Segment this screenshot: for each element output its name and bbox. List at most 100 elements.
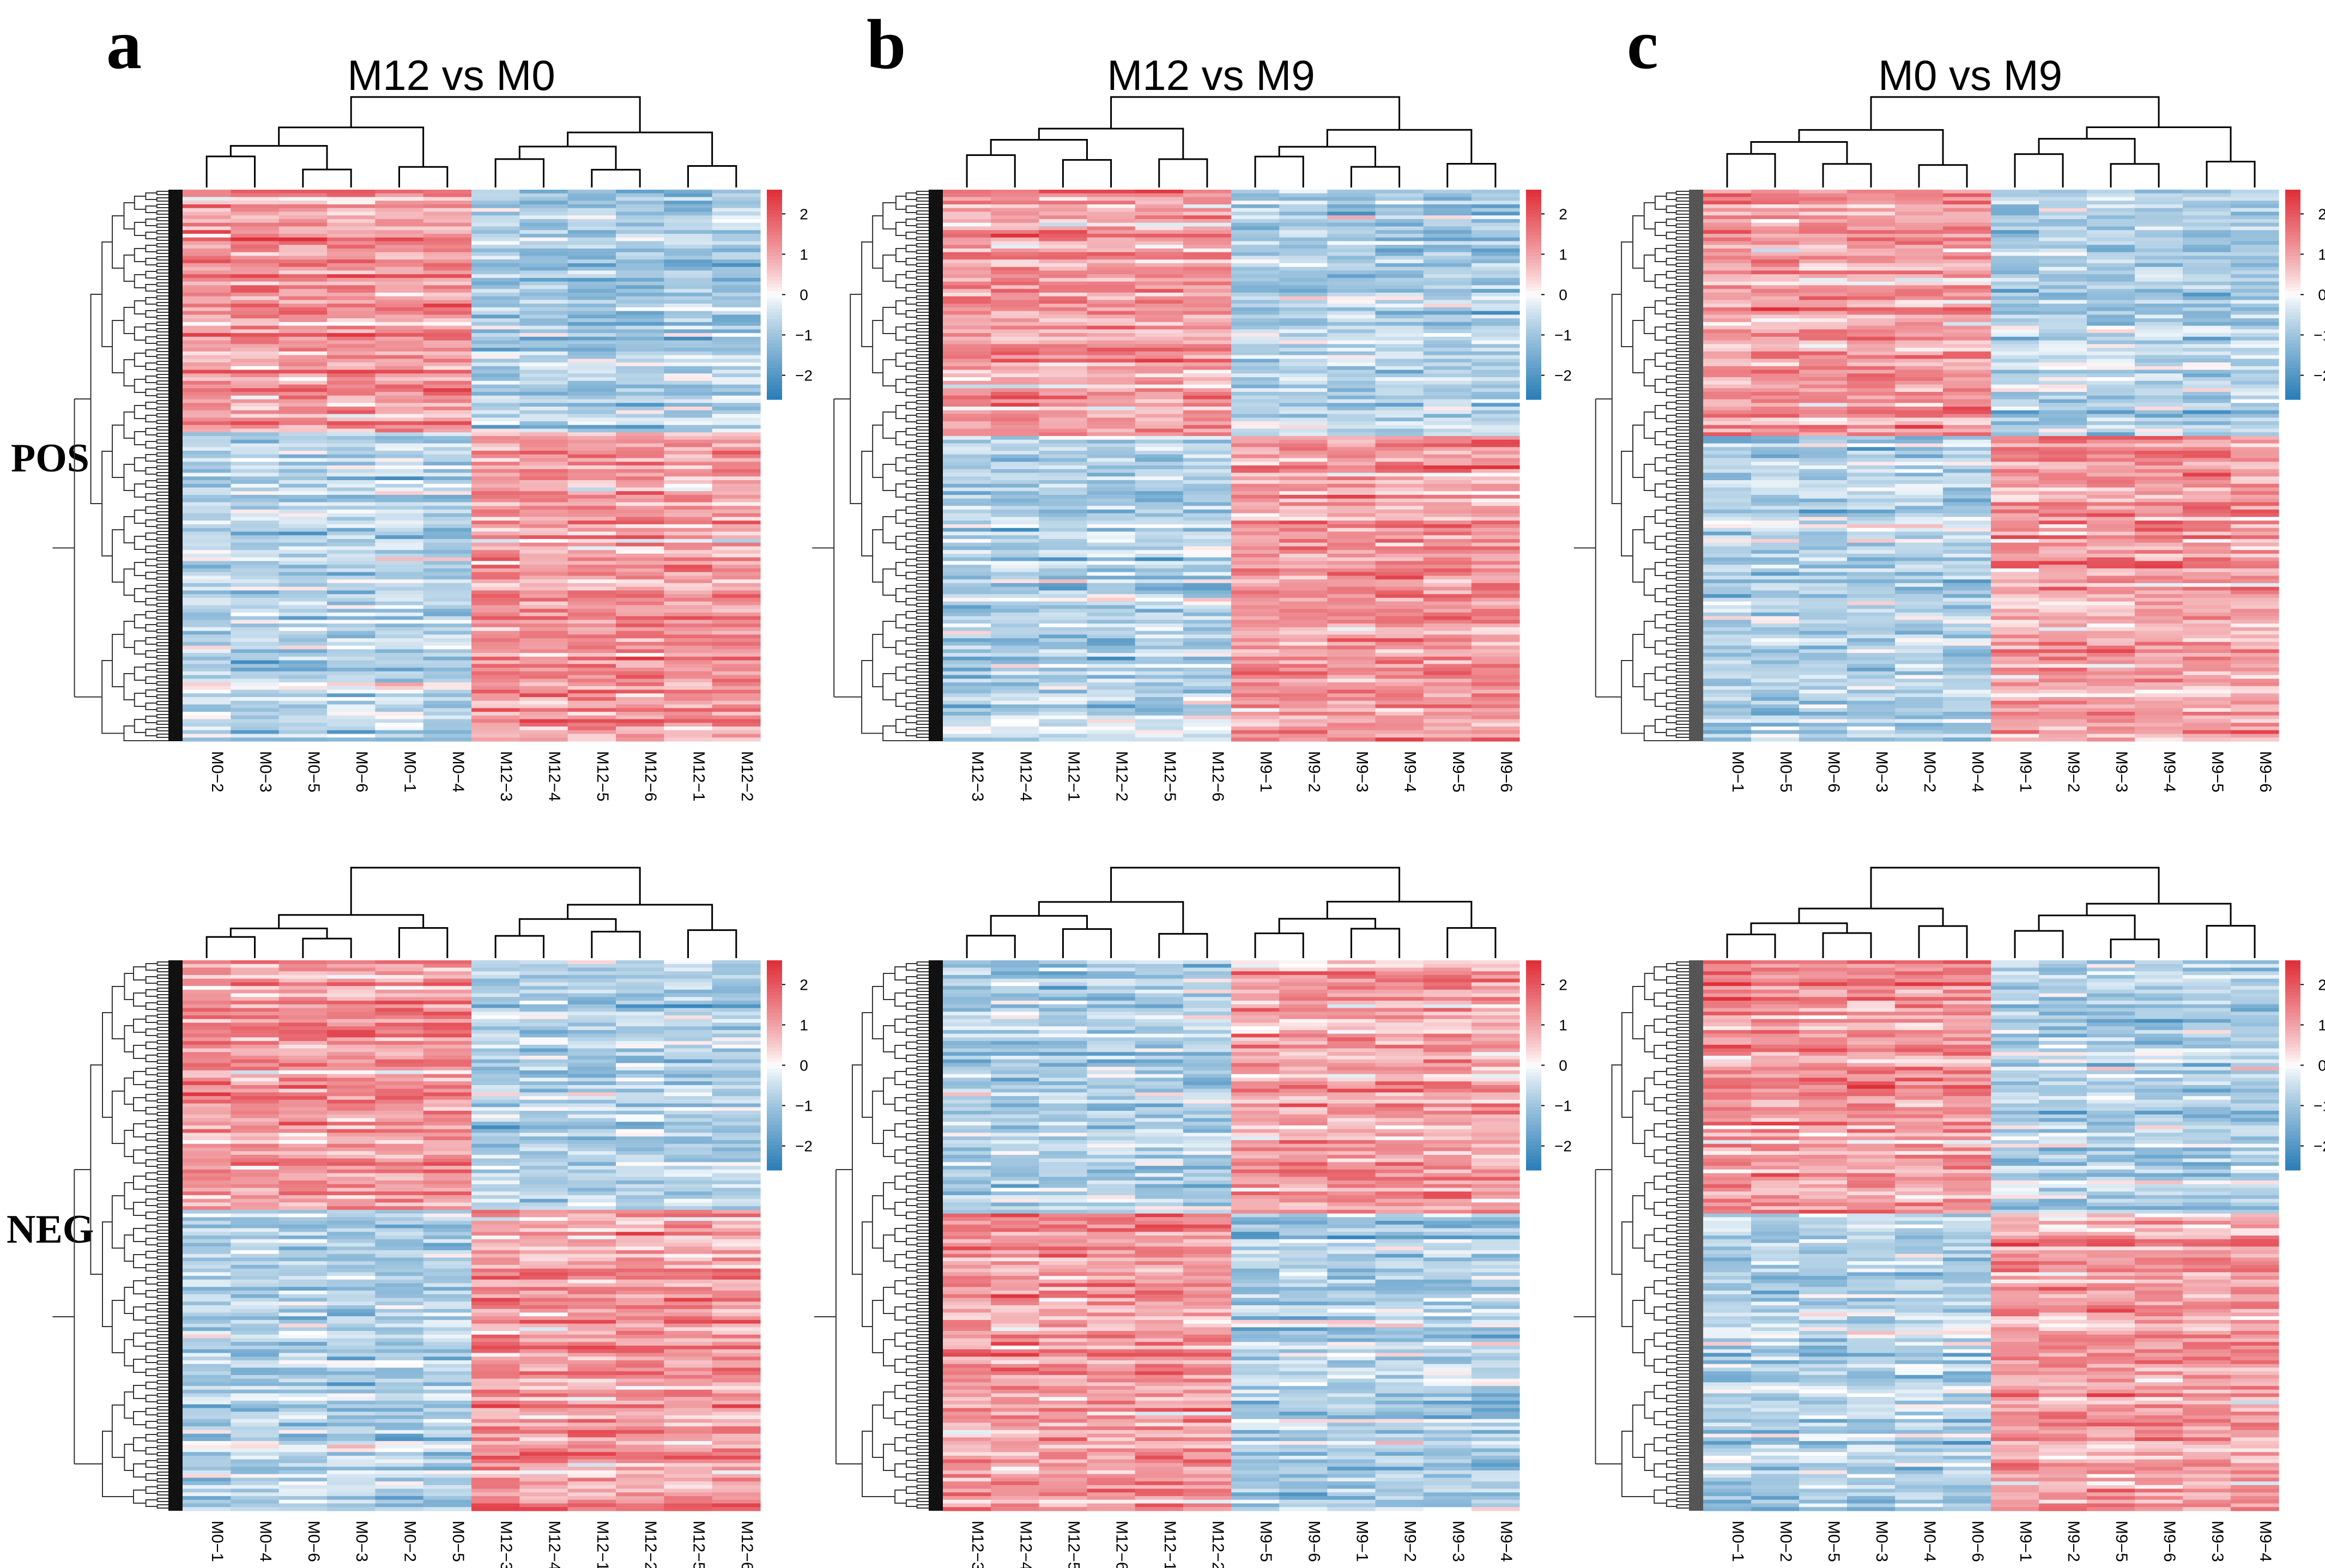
- heat-cell: [1039, 631, 1088, 635]
- heat-cell: [1039, 237, 1088, 242]
- heat-cell: [231, 392, 280, 396]
- heat-cell: [2183, 256, 2231, 260]
- heat-cell: [231, 634, 280, 639]
- heat-cell: [2183, 351, 2231, 356]
- heat-cell: [231, 458, 280, 462]
- heat-cell: [1847, 300, 1896, 304]
- heat-cell: [1231, 660, 1280, 664]
- heat-cell: [1231, 715, 1280, 720]
- heat-cell: [183, 671, 231, 676]
- heat-cell: [1039, 656, 1088, 661]
- heat-cell: [1279, 473, 1328, 477]
- heat-cell: [1991, 454, 2039, 459]
- heat-cell: [1327, 226, 1376, 231]
- heat-cell: [1039, 208, 1088, 213]
- heat-cell: [1087, 318, 1136, 323]
- heat-cell: [1423, 230, 1472, 234]
- heat-cell: [664, 572, 713, 576]
- heat-cell: [1423, 296, 1472, 300]
- heat-cell: [1039, 230, 1088, 234]
- heat-cell: [2039, 259, 2087, 264]
- heat-cell: [1471, 325, 1520, 330]
- heat-cell: [2183, 208, 2231, 213]
- heat-cell: [1895, 359, 1943, 363]
- heat-cell: [1279, 483, 1328, 488]
- heat-cell: [519, 601, 568, 606]
- heat-cell: [1799, 263, 1848, 268]
- heat-cell: [183, 362, 231, 367]
- heat-cell: [1703, 245, 1752, 249]
- heat-cell: [1991, 407, 2039, 411]
- heat-cell: [664, 248, 713, 253]
- heat-cell: [1423, 689, 1472, 694]
- legend-swatch: [1526, 382, 1541, 386]
- heat-cell: [2135, 215, 2183, 220]
- heat-cell: [231, 432, 280, 437]
- heat-cell: [1703, 513, 1752, 518]
- heat-cell: [943, 380, 991, 385]
- heat-cell: [1279, 561, 1328, 565]
- heat-cell: [567, 583, 616, 588]
- heat-cell: [1943, 300, 1991, 304]
- heat-cell: [519, 668, 568, 672]
- heat-cell: [1991, 241, 2039, 245]
- heat-cell: [1943, 553, 1991, 558]
- heat-cell: [1375, 277, 1424, 282]
- heat-cell: [1135, 671, 1184, 676]
- heat-cell: [1423, 565, 1472, 569]
- heat-cell: [1279, 616, 1328, 620]
- heat-cell: [519, 480, 568, 485]
- heat-cell: [1943, 384, 1991, 389]
- heat-cell: [1471, 535, 1520, 540]
- heat-cell: [2231, 211, 2279, 216]
- legend-swatch: [1526, 378, 1541, 383]
- heat-cell: [2087, 546, 2135, 550]
- heat-cell: [1039, 454, 1088, 459]
- heat-cell: [1703, 469, 1752, 474]
- heat-cell: [1375, 226, 1424, 231]
- heat-cell: [1279, 325, 1328, 330]
- heat-cell: [1847, 204, 1896, 209]
- heat-cell: [183, 447, 231, 451]
- heat-cell: [1183, 329, 1232, 334]
- heat-cell: [471, 204, 520, 209]
- heat-cell: [1327, 428, 1376, 433]
- heat-cell: [1991, 362, 2039, 367]
- heat-cell: [1847, 403, 1896, 407]
- heat-cell: [991, 241, 1039, 245]
- legend-swatch: [767, 382, 782, 386]
- heat-cell: [1183, 439, 1232, 444]
- heat-cell: [231, 469, 280, 474]
- heat-cell: [1135, 612, 1184, 617]
- heat-cell: [278, 219, 328, 223]
- heat-cell: [567, 645, 616, 650]
- heat-cell: [1039, 734, 1088, 738]
- heat-cell: [471, 638, 520, 643]
- legend-swatch: [767, 267, 782, 271]
- heat-cell: [1799, 226, 1848, 231]
- heat-cell: [1991, 318, 2039, 323]
- heat-cell: [423, 612, 472, 617]
- heat-cell: [1279, 204, 1328, 209]
- heat-cell: [471, 447, 520, 451]
- heat-cell: [2183, 506, 2231, 510]
- heat-cell: [1279, 487, 1328, 492]
- heat-cell: [1895, 417, 1943, 422]
- heat-cell: [1279, 300, 1328, 304]
- heat-cell: [1423, 476, 1472, 481]
- heat-cell: [1423, 359, 1472, 363]
- heat-cell: [471, 292, 520, 297]
- legend-swatch: [1526, 333, 1541, 337]
- heat-cell: [1799, 222, 1848, 227]
- heat-cell: [991, 671, 1039, 676]
- heat-cell: [375, 597, 424, 602]
- heat-cell: [183, 704, 231, 709]
- heat-cell: [1039, 443, 1088, 447]
- heat-cell: [1895, 480, 1943, 485]
- heat-cell: [1375, 737, 1424, 742]
- heat-cell: [1327, 697, 1376, 701]
- heat-cell: [991, 336, 1039, 341]
- heat-cell: [327, 407, 376, 411]
- heat-cell: [1471, 226, 1520, 231]
- heat-cell: [1471, 517, 1520, 521]
